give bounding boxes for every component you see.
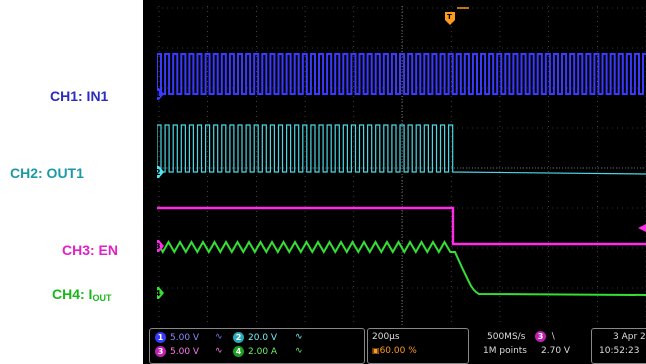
ch1-marker bbox=[157, 88, 164, 100]
record-length: 1M points bbox=[483, 346, 527, 356]
ch1-marker-label: 1 bbox=[157, 90, 161, 99]
trigger-source: 3 ∖ bbox=[535, 331, 556, 342]
ch2-coupling-icon: ∿ bbox=[295, 332, 303, 342]
trigger-level-icon bbox=[638, 224, 646, 232]
status-bar: 1 5.00 V 3 5.00 V ∿ ∿ 2 20.0 V 4 2.00 A ∿ ∿ … bbox=[143, 326, 646, 364]
ch4-coupling-icon: ∿ bbox=[295, 346, 303, 356]
ch1-coupling-icon: ∿ bbox=[215, 332, 223, 342]
ch3-marker-label: 3 bbox=[157, 242, 161, 251]
date: 3 Apr 2 bbox=[613, 332, 646, 342]
ch1-waveform bbox=[157, 53, 646, 95]
time: 10:52:23 bbox=[599, 346, 640, 356]
ch2-marker-label: 2 bbox=[157, 168, 161, 177]
oscilloscope-display: 1 2 3 4 T 1 5.00 V 3 5.00 V ∿ ∿ 2 20.0 V 4 2.00 … bbox=[143, 0, 646, 364]
rising-edge-icon: ∖ bbox=[550, 332, 556, 342]
label-ch3: CH3: EN bbox=[62, 242, 119, 258]
label-ch4: CH4: IOUT bbox=[52, 286, 112, 303]
ch2-waveform bbox=[157, 124, 646, 175]
ch3-marker bbox=[157, 240, 164, 252]
ch2-scale: 2 20.0 V bbox=[233, 332, 277, 343]
label-ch1: CH1: IN1 bbox=[50, 88, 109, 104]
ch4-scale: 4 2.00 A bbox=[233, 346, 277, 357]
trigger-marker-label: T bbox=[447, 13, 452, 21]
ch4-marker bbox=[157, 287, 164, 299]
trigger-position: ▣60.00 % bbox=[372, 346, 417, 356]
trigger-level: 2.70 V bbox=[541, 346, 571, 356]
trigger-marker-icon bbox=[445, 12, 455, 25]
ch4-waveform bbox=[157, 239, 646, 296]
ch2-marker bbox=[157, 166, 164, 178]
ch3-waveform bbox=[157, 206, 646, 246]
ch3-scale: 3 5.00 V bbox=[155, 346, 199, 357]
waveform-plot: 1 2 3 4 T bbox=[157, 6, 646, 326]
ch4-marker-label: 4 bbox=[157, 289, 161, 298]
ch1-scale: 1 5.00 V bbox=[155, 332, 199, 343]
trigger-pos-icon: ▣ bbox=[372, 346, 380, 355]
timebase: 200µs bbox=[372, 332, 400, 342]
sample-rate: 500MS/s bbox=[487, 332, 526, 342]
label-ch2: CH2: OUT1 bbox=[10, 165, 84, 181]
ch3-coupling-icon: ∿ bbox=[215, 346, 223, 356]
